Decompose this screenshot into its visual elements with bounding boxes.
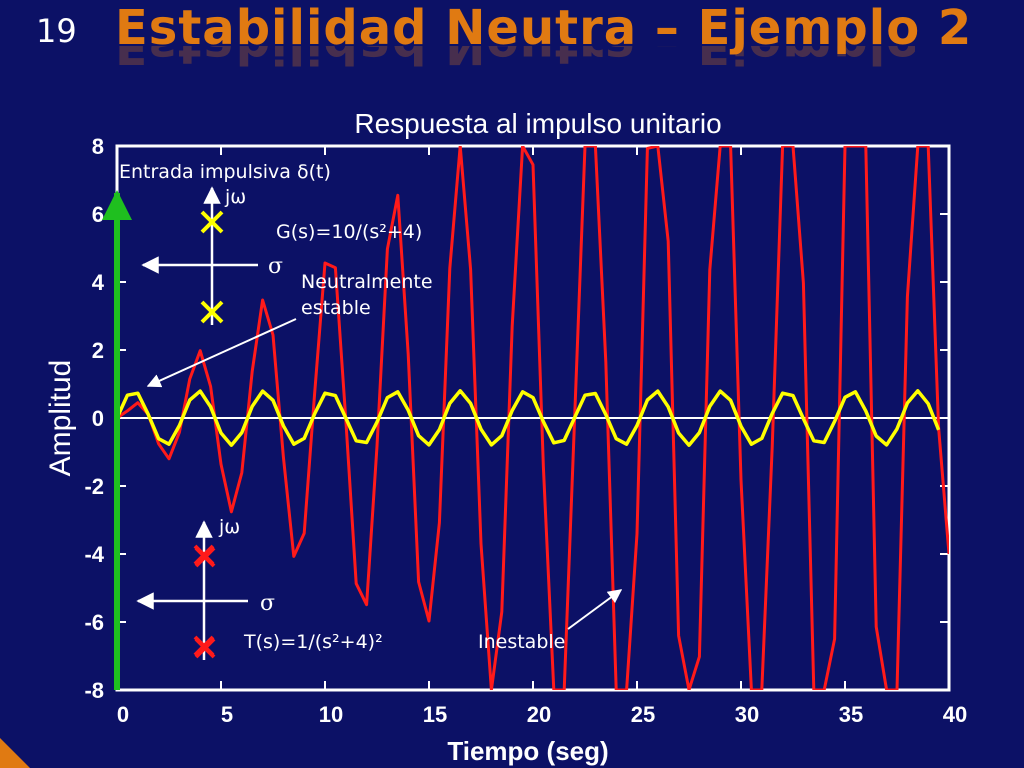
y-tick-label: -8 xyxy=(84,678,104,703)
y-tick-label: 6 xyxy=(92,202,104,227)
unstable-transfer-function: T(s)=1/(s²+4)² xyxy=(243,631,383,653)
x-tick-label: 5 xyxy=(221,702,233,727)
stable-transfer-function: G(s)=10/(s²+4) xyxy=(276,221,422,243)
unstable-pole-marker-upper xyxy=(193,544,216,568)
x-tick-label: 25 xyxy=(631,702,655,727)
y-tick-label: 2 xyxy=(92,338,104,363)
corner-accent xyxy=(0,738,30,768)
unstable-label: Inestable xyxy=(478,631,565,653)
stable-label-line2: estable xyxy=(301,297,371,319)
unstable-real-axis-label: σ xyxy=(260,591,275,616)
y-tick-label: -2 xyxy=(84,474,104,499)
x-tick-label: 40 xyxy=(943,702,967,727)
y-tick-label: -6 xyxy=(84,610,104,635)
stable-label: Neutralmente estable xyxy=(301,271,439,319)
unstable-imag-axis-label: jω xyxy=(218,516,240,538)
stable-series-line xyxy=(117,389,941,447)
x-tick-label: 35 xyxy=(839,702,863,727)
impulse-input-label: Entrada impulsiva δ(t) xyxy=(119,161,331,183)
unstable-pointer-arrow xyxy=(567,589,623,630)
slide-number: 19 xyxy=(36,12,77,50)
x-tick-label: 15 xyxy=(423,702,447,727)
stable-pole-marker-lower xyxy=(200,300,224,324)
y-tick-label: 0 xyxy=(92,406,104,431)
slide-title: Estabilidad Neutra – Ejemplo 2 xyxy=(115,0,973,56)
x-tick-label: 30 xyxy=(735,702,759,727)
y-tick-label: -4 xyxy=(84,542,104,567)
stable-pointer-arrow xyxy=(146,318,297,388)
chart-title: Respuesta al impulso unitario xyxy=(354,108,721,139)
stable-label-line1: Neutralmente xyxy=(301,271,433,293)
stable-pole-diagram: jω σ xyxy=(141,186,283,325)
x-tick-label: 20 xyxy=(527,702,551,727)
unstable-pole-marker-lower xyxy=(193,635,216,659)
x-axis-label: Tiempo (seg) xyxy=(447,736,608,766)
x-tick-label: 0 xyxy=(117,702,129,727)
unstable-series-line xyxy=(117,146,949,690)
y-axis-label: Amplitud xyxy=(44,360,77,477)
unstable-pole-diagram: jω σ xyxy=(136,516,275,660)
stable-pole-marker-upper xyxy=(200,210,224,234)
y-tick-label: 8 xyxy=(92,134,104,159)
stable-imag-axis-label: jω xyxy=(224,186,246,208)
stable-real-axis-label: σ xyxy=(268,254,283,279)
y-tick-label: 4 xyxy=(92,270,105,295)
x-tick-label: 10 xyxy=(319,702,343,727)
